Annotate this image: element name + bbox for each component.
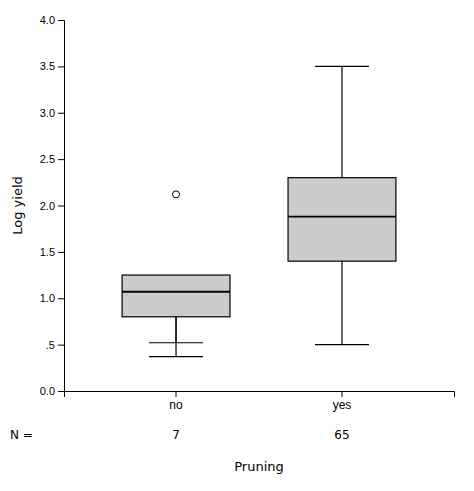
whisker <box>341 261 342 344</box>
tick-label: 3.0 <box>40 107 55 119</box>
flier <box>173 191 180 198</box>
n-count: 7 <box>172 428 180 442</box>
tick-mark <box>58 391 64 392</box>
box-group <box>288 66 396 344</box>
x-axis-title: Pruning <box>234 459 284 474</box>
box-group <box>122 191 230 357</box>
tick-mark <box>58 159 64 160</box>
tick-label: no <box>169 398 183 412</box>
n-count: 65 <box>334 428 349 442</box>
tick: 1.0 <box>40 292 64 304</box>
plot-area: 0.0 .5 1.0 1.5 2.0 2.5 3.0 3.5 4.0 no yes <box>40 14 455 412</box>
tick: 3.5 <box>40 60 64 72</box>
whisker-cap <box>149 356 203 357</box>
tick-label: 2.0 <box>40 200 55 212</box>
tick-mark <box>58 298 64 299</box>
tick-label: 4.0 <box>40 14 55 26</box>
tick: 2.5 <box>40 153 64 165</box>
tick: 0.0 <box>40 385 64 397</box>
y-axis-title: Log yield <box>10 176 25 235</box>
tick-mark <box>58 345 64 346</box>
tick: 4.0 <box>40 14 64 26</box>
tick-mark <box>58 206 64 207</box>
box <box>288 178 396 261</box>
y-axis: 0.0 .5 1.0 1.5 2.0 2.5 3.0 3.5 4.0 <box>40 14 65 397</box>
n-label: N = <box>10 428 33 442</box>
x-axis: no yes <box>65 391 455 412</box>
box <box>122 275 230 317</box>
tick-mark <box>176 391 177 397</box>
tick-mark <box>341 391 342 397</box>
tick-label: 1.0 <box>40 292 55 304</box>
tick-mark <box>58 252 64 253</box>
tick: 1.5 <box>40 246 64 258</box>
axis-line <box>58 21 65 392</box>
tick-label: 3.5 <box>40 60 55 72</box>
whisker-cap <box>149 342 203 343</box>
tick-mark <box>58 66 64 67</box>
tick-label: .5 <box>46 339 55 351</box>
whisker <box>341 66 342 177</box>
tick: 3.0 <box>40 107 64 119</box>
tick: 2.0 <box>40 200 64 212</box>
tick-label: yes <box>333 398 352 412</box>
tick: .5 <box>46 339 64 351</box>
whisker-cap <box>315 344 369 345</box>
chart: 0.0 .5 1.0 1.5 2.0 2.5 3.0 3.5 4.0 no yes N = 7 65 Pru… <box>0 0 474 491</box>
axis-line <box>65 392 455 398</box>
tick-mark <box>58 113 64 114</box>
tick-mark <box>58 20 64 21</box>
median <box>288 216 396 218</box>
tick: yes <box>333 391 352 412</box>
tick-label: 0.0 <box>40 385 55 397</box>
whisker-cap <box>315 66 369 67</box>
tick: no <box>169 391 183 412</box>
tick-label: 1.5 <box>40 246 55 258</box>
boxes <box>122 66 396 356</box>
tick-label: 2.5 <box>40 153 55 165</box>
median <box>122 291 230 293</box>
